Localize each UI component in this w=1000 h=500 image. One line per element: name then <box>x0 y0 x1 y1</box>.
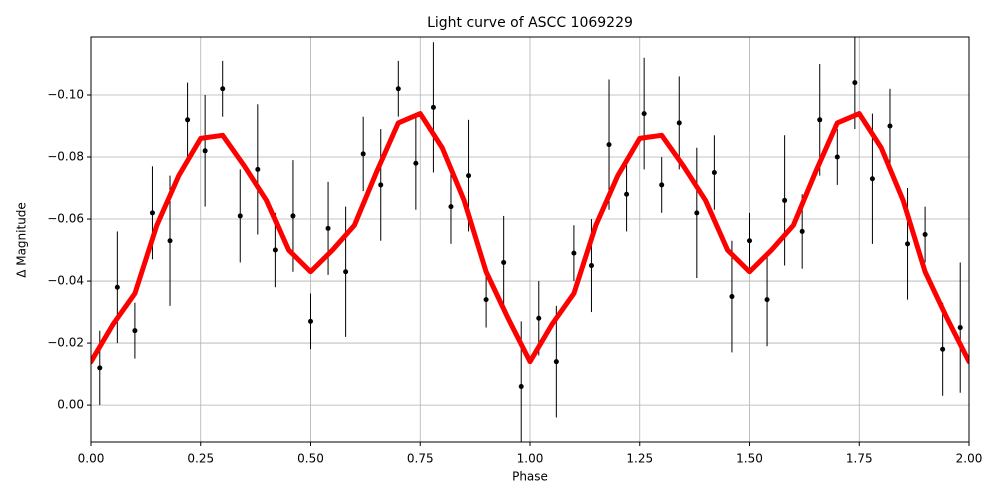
data-point <box>395 86 401 92</box>
plot-area <box>91 37 969 442</box>
data-point <box>729 294 735 300</box>
data-point <box>501 259 507 265</box>
data-point <box>413 160 419 166</box>
data-point <box>149 210 155 216</box>
data-point <box>624 191 630 197</box>
data-point <box>343 269 349 275</box>
y-tick-label: −0.06 <box>47 212 84 226</box>
data-point <box>255 166 261 172</box>
data-point <box>553 359 559 365</box>
data-point <box>905 241 911 247</box>
data-point <box>606 142 612 148</box>
data-point <box>799 228 805 234</box>
data-point <box>940 346 946 352</box>
data-point <box>430 104 436 110</box>
data-point <box>290 213 296 219</box>
data-point <box>202 148 208 154</box>
data-point <box>272 247 278 253</box>
x-tick-label: 0.00 <box>78 452 105 466</box>
data-point <box>887 123 893 129</box>
x-axis-label: Phase <box>512 470 548 484</box>
data-point <box>694 210 700 216</box>
y-tick-label: −0.08 <box>47 150 84 164</box>
x-tick-label: 1.50 <box>736 452 763 466</box>
data-point <box>817 117 823 123</box>
data-point <box>132 328 138 334</box>
y-tick-label: −0.04 <box>47 274 84 288</box>
data-point <box>114 284 120 290</box>
x-tick-label: 2.00 <box>956 452 983 466</box>
y-tick-label: 0.00 <box>57 398 84 412</box>
y-axis-label: Δ Magnitude <box>15 202 29 278</box>
y-tick-label: −0.10 <box>47 87 84 101</box>
data-point <box>922 232 928 238</box>
data-point <box>588 263 594 269</box>
data-point <box>483 297 489 303</box>
x-tick-label: 0.25 <box>187 452 214 466</box>
data-point <box>220 86 226 92</box>
data-point <box>360 151 366 157</box>
data-point <box>782 197 788 203</box>
x-tick-label: 1.75 <box>846 452 873 466</box>
x-tick-label: 0.75 <box>407 452 434 466</box>
data-point <box>747 238 752 244</box>
data-point <box>378 182 384 188</box>
data-point <box>659 182 665 188</box>
x-tick-label: 0.50 <box>297 452 324 466</box>
data-point <box>466 173 472 179</box>
data-point <box>97 365 103 371</box>
trend-line <box>91 111 969 365</box>
data-point <box>448 204 454 210</box>
data-point <box>536 315 542 321</box>
data-point <box>641 111 647 117</box>
data-point <box>518 383 524 389</box>
data-point <box>676 120 682 126</box>
x-tick-label: 1.00 <box>517 452 544 466</box>
data-point <box>834 154 840 160</box>
x-tick-label: 1.25 <box>626 452 653 466</box>
ticks: 0.00 0.25 0.50 0.75 1.00 1.25 1.50 1.75 2.00 −0.1… <box>47 87 982 465</box>
data-point <box>571 250 577 256</box>
data-point <box>764 297 770 303</box>
chart-title: Light curve of ASCC 1069229 <box>427 15 633 31</box>
data-point <box>308 318 313 324</box>
data-point <box>237 213 243 219</box>
data-point <box>185 117 191 123</box>
data-point <box>711 170 717 176</box>
data-point <box>852 80 858 86</box>
data-point <box>869 176 875 182</box>
data-point <box>957 325 963 331</box>
data-point <box>325 225 331 231</box>
y-tick-label: −0.02 <box>47 336 84 350</box>
data-point <box>167 238 173 244</box>
